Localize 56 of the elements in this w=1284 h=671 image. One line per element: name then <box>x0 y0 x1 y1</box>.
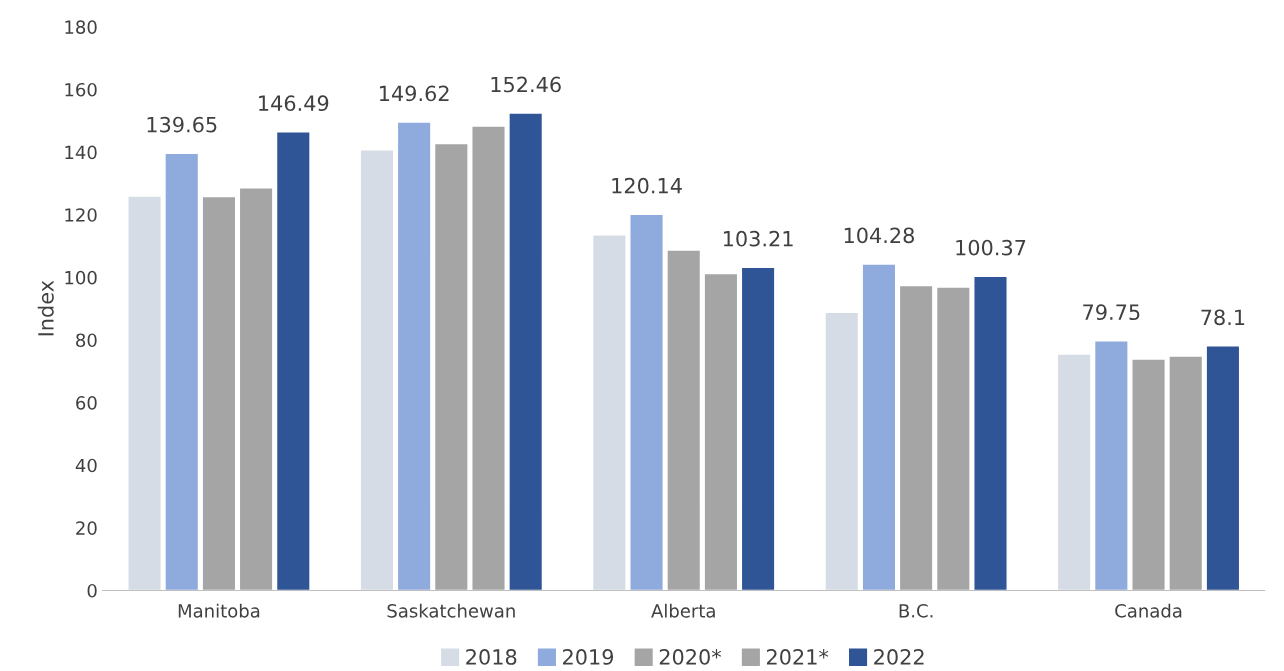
bar <box>1205 345 1241 591</box>
data-label: 103.21 <box>723 230 793 247</box>
data-label: 152.46 <box>491 76 561 93</box>
bar <box>508 112 544 591</box>
data-label: 149.62 <box>379 85 449 102</box>
bar <box>433 142 469 591</box>
bar <box>973 275 1008 591</box>
bar <box>238 187 274 591</box>
bar <box>471 125 506 591</box>
bar <box>396 121 432 591</box>
legend-label: 2019 <box>563 649 614 665</box>
bar <box>1056 353 1092 591</box>
bar <box>703 272 739 591</box>
bar <box>861 263 897 591</box>
bar <box>1168 355 1204 591</box>
y-tick-label: 160 <box>65 82 97 97</box>
legend-label: 2018 <box>466 649 517 665</box>
y-tick-label: 120 <box>65 208 97 222</box>
y-tick-label: 60 <box>76 396 97 410</box>
data-label: 120.14 <box>612 177 682 194</box>
bar <box>629 213 664 591</box>
x-tick-label: Alberta <box>651 603 715 618</box>
bar <box>666 249 702 591</box>
y-tick-label: 140 <box>65 145 97 160</box>
x-tick-label: Saskatchewan <box>387 603 515 618</box>
bar <box>935 286 971 591</box>
data-label: 139.65 <box>147 116 217 133</box>
bar <box>275 131 311 591</box>
data-label: 100.37 <box>956 239 1026 256</box>
legend-label: 2020* <box>659 649 722 665</box>
y-tick-label: 100 <box>65 270 97 285</box>
bar <box>824 311 860 591</box>
bar <box>898 284 934 591</box>
bar <box>359 149 395 591</box>
data-label: 104.28 <box>844 227 914 244</box>
bar <box>740 266 776 591</box>
y-tick-label: 20 <box>76 521 97 535</box>
legend-label: 2021* <box>766 649 829 665</box>
y-tick-label: 180 <box>65 20 97 34</box>
bar <box>591 234 627 591</box>
y-tick-label: 80 <box>76 333 97 348</box>
x-tick-label: B.C. <box>899 603 933 618</box>
data-label: 79.75 <box>1083 304 1140 321</box>
bar <box>1131 358 1166 591</box>
bar <box>164 152 200 591</box>
y-tick-label: 40 <box>75 458 97 473</box>
x-tick-label: Manitoba <box>178 603 260 618</box>
data-label: 146.49 <box>259 95 329 112</box>
bar <box>1093 340 1129 591</box>
x-tick-label: Canada <box>1115 603 1182 618</box>
data-label: 78.1 <box>1201 309 1245 326</box>
legend-label: 2022 <box>874 649 924 665</box>
bar <box>201 195 237 591</box>
bar <box>127 195 162 591</box>
y-tick-label: 0 <box>87 583 97 598</box>
y-axis-title: Index <box>37 280 54 336</box>
